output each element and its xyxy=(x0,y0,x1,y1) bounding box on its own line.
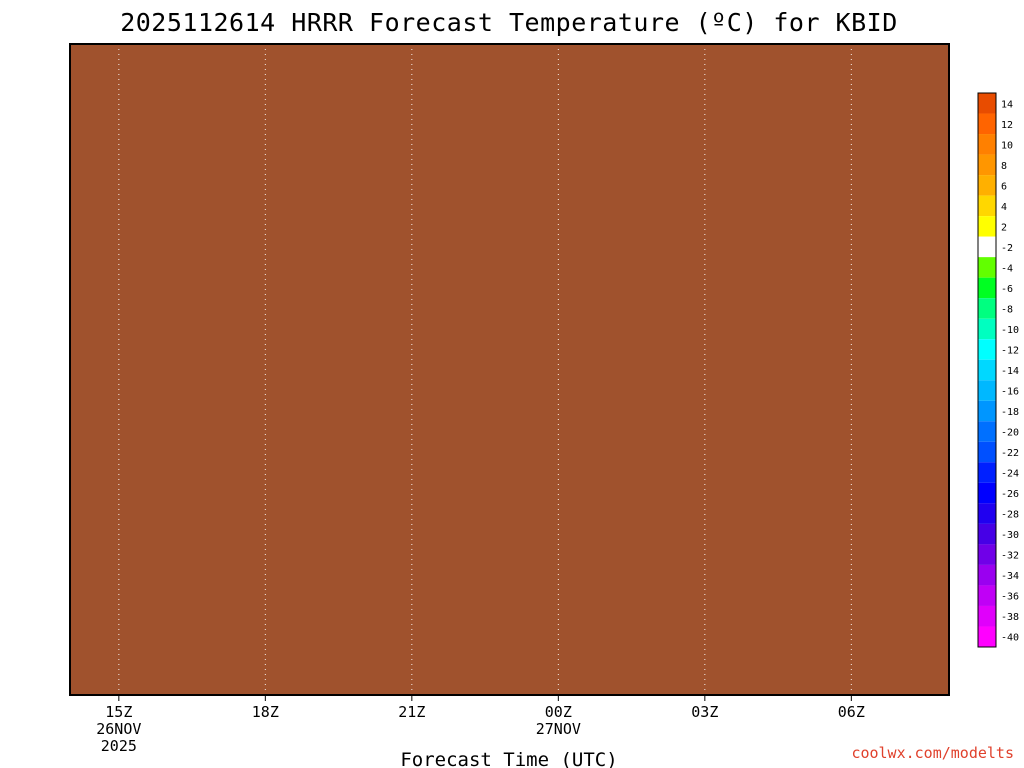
colorbar-swatch xyxy=(978,175,996,196)
colorbar-label: -32 xyxy=(1001,551,1019,562)
colorbar-label: -12 xyxy=(1001,345,1019,356)
time-tick-label: 06Z xyxy=(838,703,865,721)
colorbar-swatch xyxy=(978,236,996,258)
chart-title: 2025112614 HRRR Forecast Temperature (ºC… xyxy=(120,8,898,37)
colorbar-label: -34 xyxy=(1001,571,1019,582)
colorbar-swatch xyxy=(978,462,996,483)
colorbar-swatch xyxy=(978,359,996,381)
colorbar-label: 4 xyxy=(1001,202,1007,213)
colorbar-label: -36 xyxy=(1001,592,1019,603)
colorbar-label: 10 xyxy=(1001,140,1013,151)
colorbar-label: 8 xyxy=(1001,161,1007,172)
colorbar-swatch xyxy=(978,113,996,135)
time-tick-label: 15Z xyxy=(105,703,132,721)
plot-frame xyxy=(69,43,950,696)
temperature-field xyxy=(70,0,949,695)
colorbar-legend: 14 12 10 8 6 4 2 -2 -4 -6 -8 -10 -12 -14 -16 -18 -20 -22 -… xyxy=(977,92,1019,648)
colorbar-label: 2 xyxy=(1001,222,1007,233)
colorbar-label: -16 xyxy=(1001,387,1019,398)
credit-text[interactable]: coolwx.com/modelts xyxy=(851,744,1014,762)
temperature-band xyxy=(70,0,949,4)
colorbar-swatch xyxy=(978,380,996,401)
colorbar-label: -18 xyxy=(1001,407,1019,418)
colorbar-swatch xyxy=(978,195,996,217)
colorbar-swatch xyxy=(978,216,996,237)
colorbar-swatch xyxy=(978,605,996,627)
colorbar-swatch xyxy=(978,626,996,647)
colorbar-swatch xyxy=(978,277,996,299)
colorbar-label: -28 xyxy=(1001,510,1019,521)
colorbar-swatch xyxy=(978,503,996,524)
colorbar-swatch xyxy=(978,134,996,155)
colorbar-label: -38 xyxy=(1001,612,1019,623)
time-tick-label: 27NOV xyxy=(536,720,581,738)
x-axis-label: Forecast Time (UTC) xyxy=(400,749,617,768)
colorbar-label: -40 xyxy=(1001,633,1019,644)
colorbar-label: -2 xyxy=(1001,243,1013,254)
colorbar-label: -24 xyxy=(1001,469,1019,480)
colorbar-swatch xyxy=(978,421,996,442)
time-tick-label: 26NOV xyxy=(96,720,141,738)
colorbar-label: -4 xyxy=(1001,263,1013,274)
time-tick-label: 03Z xyxy=(691,703,718,721)
colorbar-swatch xyxy=(978,93,996,114)
colorbar-label: 12 xyxy=(1001,120,1013,131)
colorbar-label: 6 xyxy=(1001,181,1007,192)
colorbar-frame xyxy=(977,92,997,648)
colorbar-swatch xyxy=(978,564,996,586)
colorbar-label: -6 xyxy=(1001,284,1013,295)
colorbar-swatch xyxy=(978,544,996,565)
colorbar-label: -26 xyxy=(1001,489,1019,500)
colorbar-swatch xyxy=(978,482,996,504)
colorbar-swatch xyxy=(978,441,996,463)
time-tick-label: 2025 xyxy=(101,737,137,755)
colorbar-swatch xyxy=(978,339,996,360)
colorbar-label: -20 xyxy=(1001,428,1019,439)
ground-surface xyxy=(70,44,949,695)
colorbar-swatch xyxy=(978,523,996,545)
colorbar-label: -14 xyxy=(1001,366,1019,377)
colorbar-label: -8 xyxy=(1001,304,1013,315)
time-tick-label: 18Z xyxy=(252,703,279,721)
colorbar-swatch xyxy=(978,585,996,606)
time-tick-label: 21Z xyxy=(398,703,425,721)
colorbar-label: -30 xyxy=(1001,530,1019,541)
colorbar-swatch xyxy=(978,318,996,340)
colorbar-swatch xyxy=(978,257,996,278)
time-tick-label: 00Z xyxy=(545,703,572,721)
colorbar-label: -22 xyxy=(1001,448,1019,459)
colorbar-label: 14 xyxy=(1001,99,1013,110)
colorbar-label: -10 xyxy=(1001,325,1019,336)
colorbar-swatch xyxy=(978,298,996,319)
plot-grid xyxy=(118,44,852,695)
colorbar-swatch xyxy=(978,154,996,176)
colorbar-swatch xyxy=(978,400,996,422)
